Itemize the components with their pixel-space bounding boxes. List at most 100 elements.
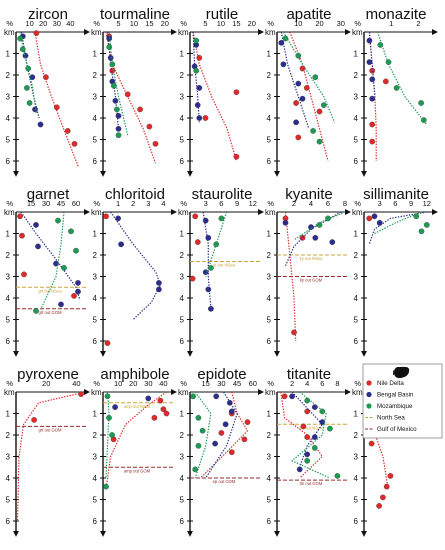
data-point [308,224,314,230]
threshold-label: grt out GOM [38,310,62,315]
data-point [278,39,285,46]
depth-tick-label: 5 [93,316,98,325]
trend-line [40,211,65,310]
threshold-label: ttn out GOM [300,481,323,486]
threshold-label: ep out GOM [213,479,236,484]
x-tick-label: 6 [320,379,324,388]
depth-tick-label: 1 [6,230,11,239]
data-point [366,215,373,222]
data-point [228,408,235,415]
depth-tick-label: 3 [6,93,11,102]
data-point [193,67,200,74]
data-point [196,85,203,91]
data-point [112,97,119,104]
threshold-label: st out NSea [213,262,236,267]
trend-line [280,31,310,129]
series-mozambique [17,31,37,114]
data-point [282,219,289,226]
series-nile-delta [16,391,84,522]
data-point [137,106,143,113]
data-point [114,106,120,113]
panel-monazite: monazite% 1 2 km 1 2 3 4 5 6 [352,6,438,177]
depth-tick-label: 6 [180,517,185,526]
series-mozambique [374,211,430,235]
panel-title: garnet [27,186,70,203]
data-point [19,232,25,239]
data-point [208,305,214,312]
depth-tick-label: 2 [6,431,11,440]
depth-tick-label: 3 [180,453,185,462]
depth-tick-label: 4 [267,114,272,123]
x-tick-label: 2 [131,199,135,208]
data-point [195,442,202,449]
trend-line [192,31,200,123]
trend-line [282,31,335,123]
x-tick-label: 45 [57,199,65,208]
data-point [293,119,299,126]
data-point [55,217,61,224]
x-tick-label: 40 [72,379,80,388]
depth-tick-label: 1 [354,230,359,239]
threshold-label: amp out NSea [124,404,151,409]
legend-swatch [366,391,372,398]
x-tick-label: 10 [114,379,122,388]
x-tick-label: 4 [305,379,309,388]
depth-tick-label: 2 [267,431,272,440]
series-nile-delta [105,31,159,164]
data-point [369,76,376,83]
data-point [146,123,153,130]
depth-tick-label: 6 [93,337,98,346]
x-tick-label: 30 [53,19,61,28]
x-tick-label: 6 [219,199,223,208]
data-point [304,434,311,440]
depth-tick-label: 6 [6,157,11,166]
panel-title: epidote [197,366,246,383]
depth-tick-label: 4 [354,294,359,303]
x-tick-label: 2 [292,199,296,208]
depth-tick-label: 5 [93,496,98,505]
data-point [369,95,376,102]
legend-label: Mozambique [377,403,413,410]
series-nile-delta [366,215,373,222]
x-tick-label: 9 [235,199,239,208]
x-tick-label: 6 [326,199,330,208]
data-point [73,247,79,254]
percent-label: % [93,379,100,388]
panel-tourmaline: tourmaline% 5 10 15 20 km 1 2 3 4 5 6 [91,6,177,177]
km-label: km [4,388,15,397]
x-tick-label: 10 [25,19,33,28]
trend-line [377,31,428,125]
panel-chloritoid: chloritoid% 1 2 3 4 km 1 2 3 4 5 6 [91,186,177,357]
panel-title: titanite [287,366,331,383]
legend-label: Nile Delta [377,380,404,387]
data-point [418,100,424,106]
depth-tick-label: 5 [267,316,272,325]
depth-tick-label: 4 [93,114,98,123]
depth-tick-label: 5 [180,496,185,505]
depth-tick-label: 2 [180,71,185,80]
depth-tick-label: 4 [180,294,185,303]
depth-tick-label: 1 [267,410,272,419]
data-point [118,241,124,248]
series-bengal-basin [106,31,122,132]
x-tick-label: 45 [233,379,241,388]
data-point [33,30,40,36]
km-label: km [265,208,276,217]
data-point [304,451,311,458]
depth-tick-label: 6 [93,157,98,166]
legend-label: Gulf of Mexico [377,426,417,433]
trend-line [105,391,167,489]
depth-tick-label: 2 [93,431,98,440]
depth-tick-label: 3 [180,93,185,102]
data-point [33,308,39,314]
series-nile-delta [280,391,324,479]
data-point [393,85,400,91]
x-tick-label: 3 [146,199,150,208]
series-mozambique [33,211,79,314]
depth-tick-label: 3 [6,273,11,282]
x-tick-label: 10 [130,19,138,28]
threshold-label: ky out GOM [300,278,323,283]
data-point [319,408,326,415]
x-tick-label: 60 [72,199,80,208]
